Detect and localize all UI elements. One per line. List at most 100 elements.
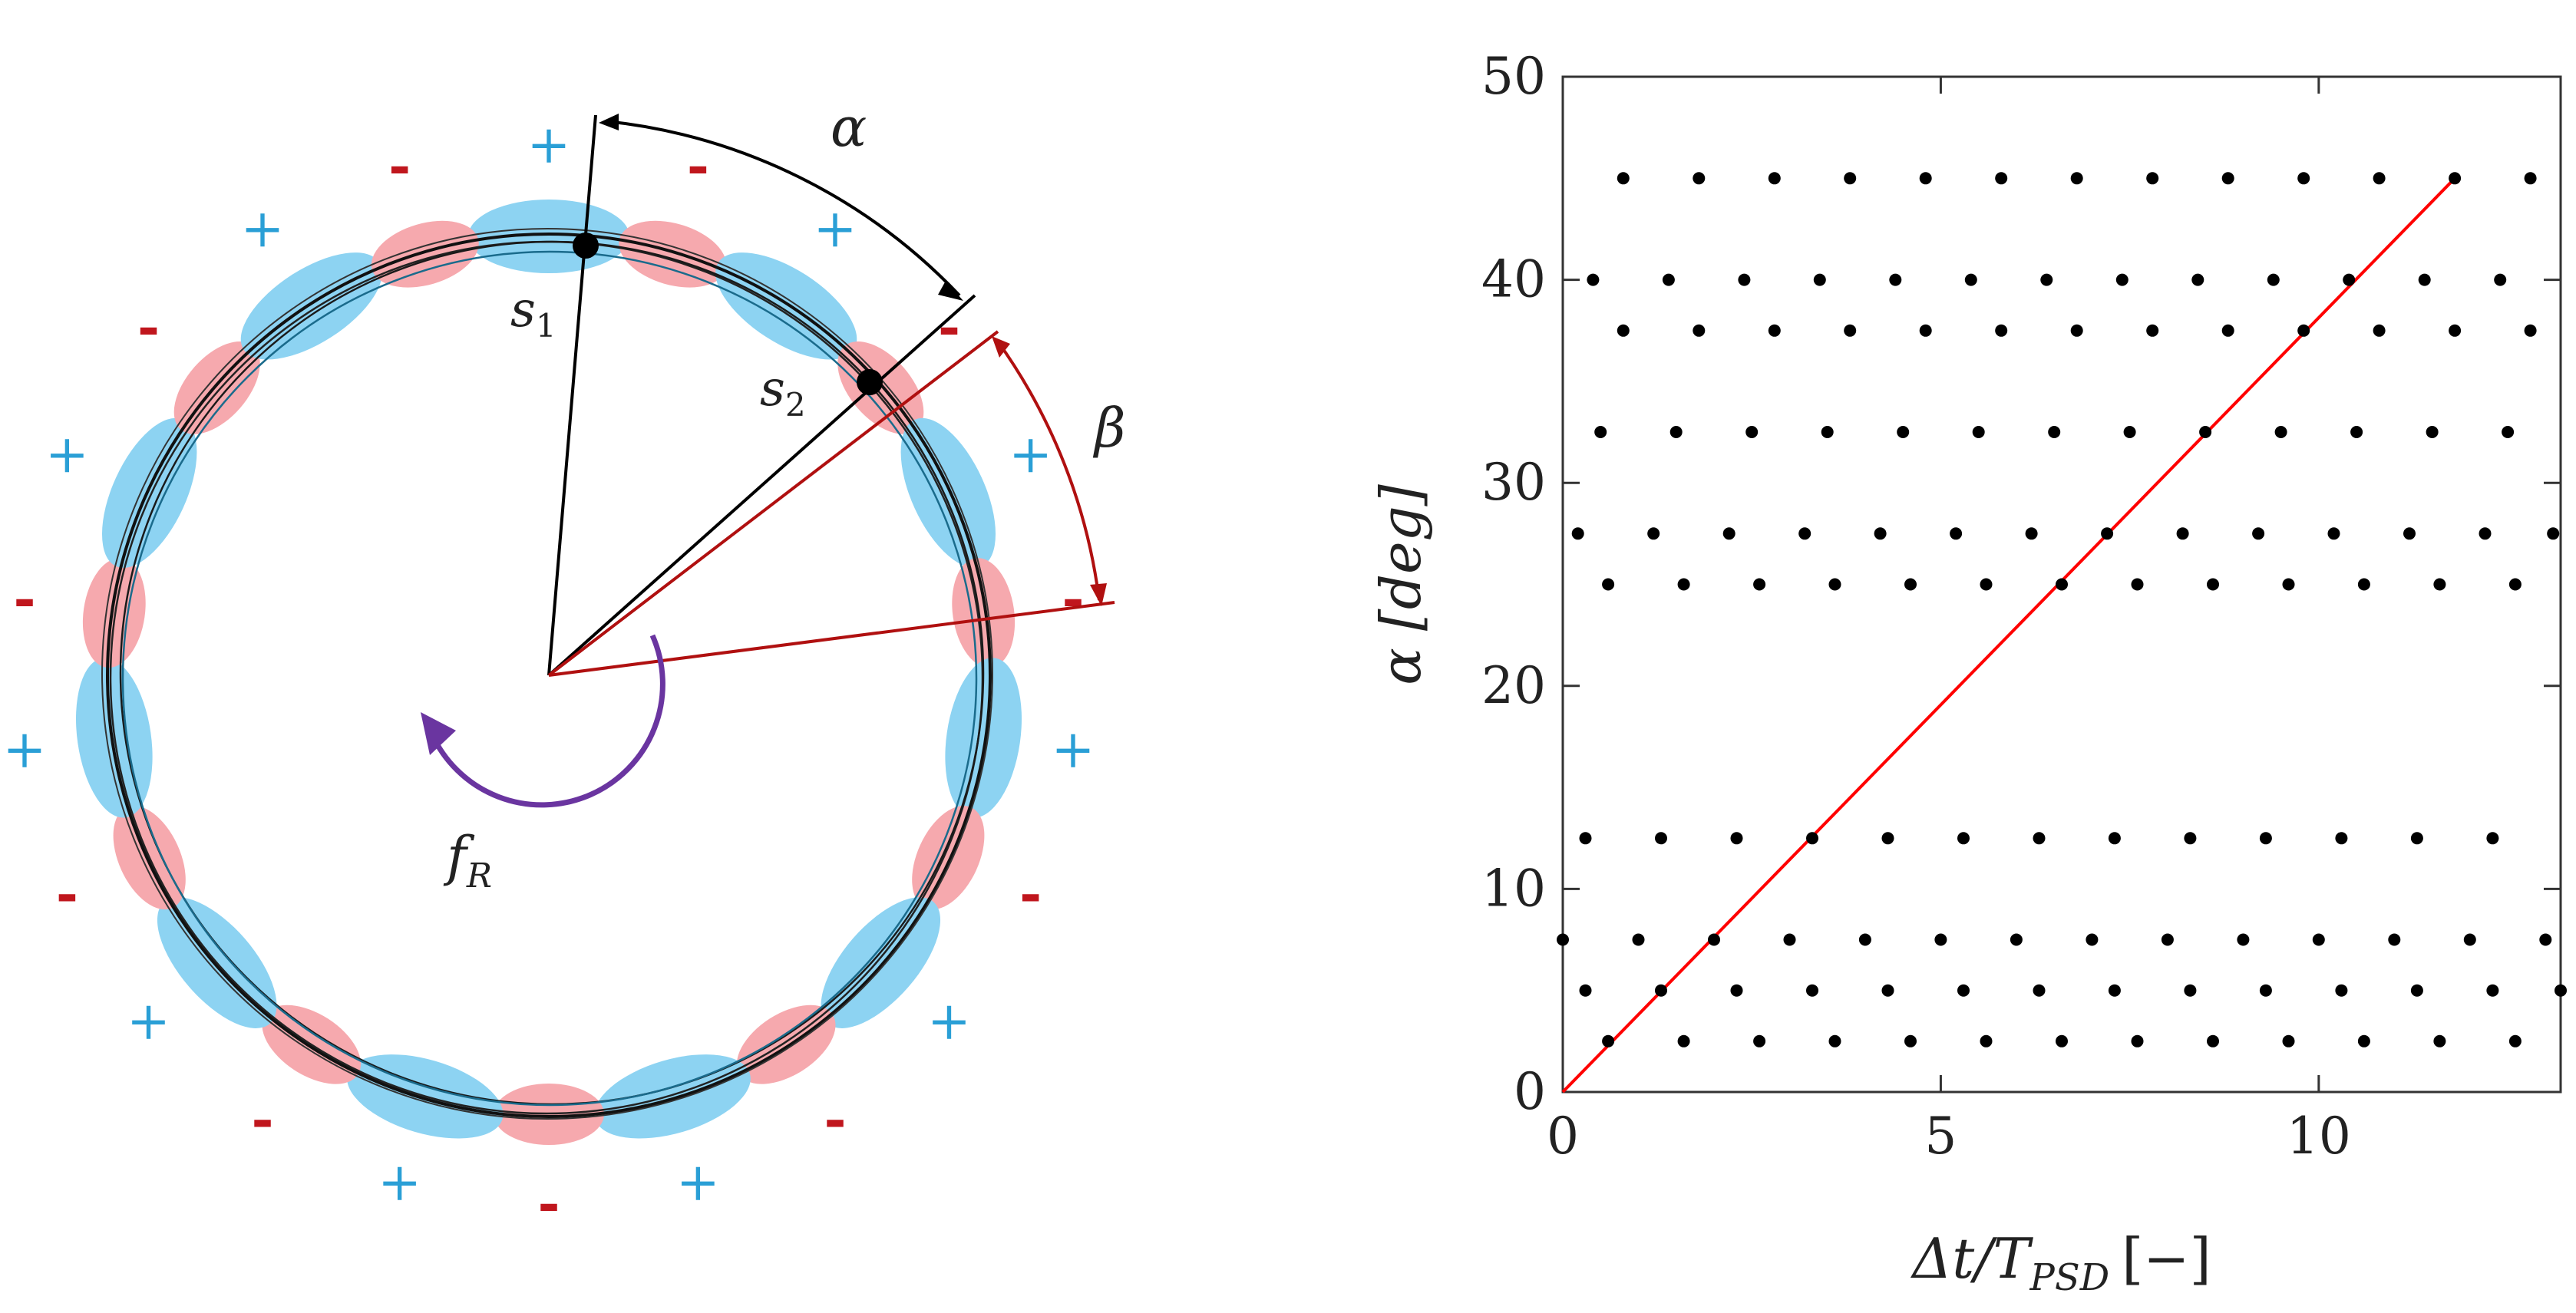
data-point: [2131, 1034, 2144, 1047]
data-point: [2221, 172, 2234, 185]
positive-pole: [594, 1054, 751, 1139]
x-axis-label: Δt/TPSD [−]: [1910, 1226, 2211, 1299]
data-point: [1602, 1034, 1615, 1047]
data-point: [2335, 832, 2348, 845]
plus-sign: +: [676, 1153, 720, 1213]
data-point: [2357, 578, 2370, 591]
plus-sign: +: [1052, 720, 1095, 780]
s2-label: s2: [760, 361, 806, 424]
data-point: [2115, 273, 2129, 286]
data-point: [1677, 578, 1690, 591]
data-point: [2033, 984, 2046, 997]
data-point: [2547, 527, 2560, 540]
minus-sign: -: [537, 1171, 560, 1235]
beta-label: β: [1092, 397, 1125, 460]
plus-sign: +: [527, 115, 571, 176]
data-point: [1828, 1034, 1841, 1047]
plus-sign: +: [814, 200, 857, 260]
data-point: [1587, 273, 1600, 286]
minus-sign: -: [13, 566, 35, 630]
data-point: [1730, 832, 1743, 845]
plus-sign: +: [127, 991, 170, 1052]
minus-sign: -: [56, 862, 78, 925]
data-point: [2335, 984, 2348, 997]
data-point: [2199, 426, 2212, 438]
data-point: [2033, 832, 2046, 845]
data-point: [1844, 172, 1857, 185]
pole-signs: + -+-+-+-+-+-+-+-+-+-+-: [3, 115, 1095, 1235]
data-point: [1813, 273, 1826, 286]
data-point: [1768, 172, 1781, 185]
data-point: [1655, 832, 1667, 845]
data-point: [1858, 933, 1871, 946]
data-point: [2207, 1034, 2219, 1047]
data-point: [1768, 324, 1781, 337]
data-point: [2267, 273, 2280, 286]
positive-pole: [715, 252, 857, 360]
minus-sign: -: [687, 134, 709, 197]
data-point: [1995, 172, 2008, 185]
data-point: [1617, 324, 1630, 337]
plus-sign: +: [241, 200, 285, 260]
data-point: [1881, 984, 1894, 997]
minus-sign: -: [388, 134, 411, 197]
data-point: [1647, 527, 1660, 540]
alpha-lines: [547, 114, 976, 677]
data-point: [1579, 984, 1592, 997]
data-point: [2282, 1034, 2295, 1047]
data-point: [1669, 426, 1683, 438]
data-point: [2161, 933, 2174, 946]
data-point: [1881, 832, 1894, 845]
positive-pole: [240, 252, 382, 360]
data-point: [1783, 933, 1796, 946]
trend-line: [1561, 176, 2456, 1094]
y-tick-label: 20: [1481, 656, 1546, 715]
data-point: [2297, 172, 2310, 185]
data-point: [2388, 933, 2401, 946]
beta-lines: [547, 330, 1115, 677]
rotor-ring: [101, 228, 993, 1120]
data-point: [1806, 832, 1818, 845]
data-point: [1844, 324, 1857, 337]
data-point: [2259, 832, 2272, 845]
rotation-frequency-label: fR: [443, 825, 492, 896]
data-point: [2086, 933, 2099, 946]
data-point: [1874, 527, 1887, 540]
negative-pole: [952, 558, 1016, 668]
s1-label: s1: [510, 282, 556, 345]
y-tick-label: 40: [1481, 250, 1546, 309]
y-tick-label: 0: [1514, 1062, 1546, 1121]
data-point: [1995, 324, 2008, 337]
data-point: [2176, 527, 2189, 540]
data-point: [1708, 933, 1720, 946]
data-point: [2410, 984, 2423, 997]
data-point: [2108, 984, 2121, 997]
data-point: [1753, 578, 1766, 591]
data-point: [1722, 527, 1735, 540]
plus-sign: +: [378, 1153, 421, 1213]
y-tick-label: 10: [1481, 859, 1546, 918]
data-point: [1897, 426, 1910, 438]
data-point: [1821, 426, 1834, 438]
minus-sign: -: [1062, 566, 1084, 630]
data-point: [2146, 324, 2159, 337]
data-point: [2010, 933, 2023, 946]
data-point: [2494, 273, 2507, 286]
data-point: [2101, 527, 2114, 540]
data-point: [1904, 578, 1917, 591]
minus-sign: -: [824, 1087, 846, 1151]
plus-sign: +: [1009, 424, 1052, 485]
data-point: [1934, 933, 1947, 946]
x-tick-label: 10: [2287, 1107, 2351, 1166]
data-point: [2123, 426, 2136, 438]
data-point: [2508, 578, 2522, 591]
data-point: [1602, 578, 1615, 591]
data-point: [1594, 426, 1607, 438]
data-point: [2373, 324, 2386, 337]
data-point: [2479, 527, 2492, 540]
data-point: [2040, 273, 2053, 286]
data-point: [2108, 832, 2121, 845]
data-point: [2463, 933, 2476, 946]
data-point: [2410, 832, 2423, 845]
